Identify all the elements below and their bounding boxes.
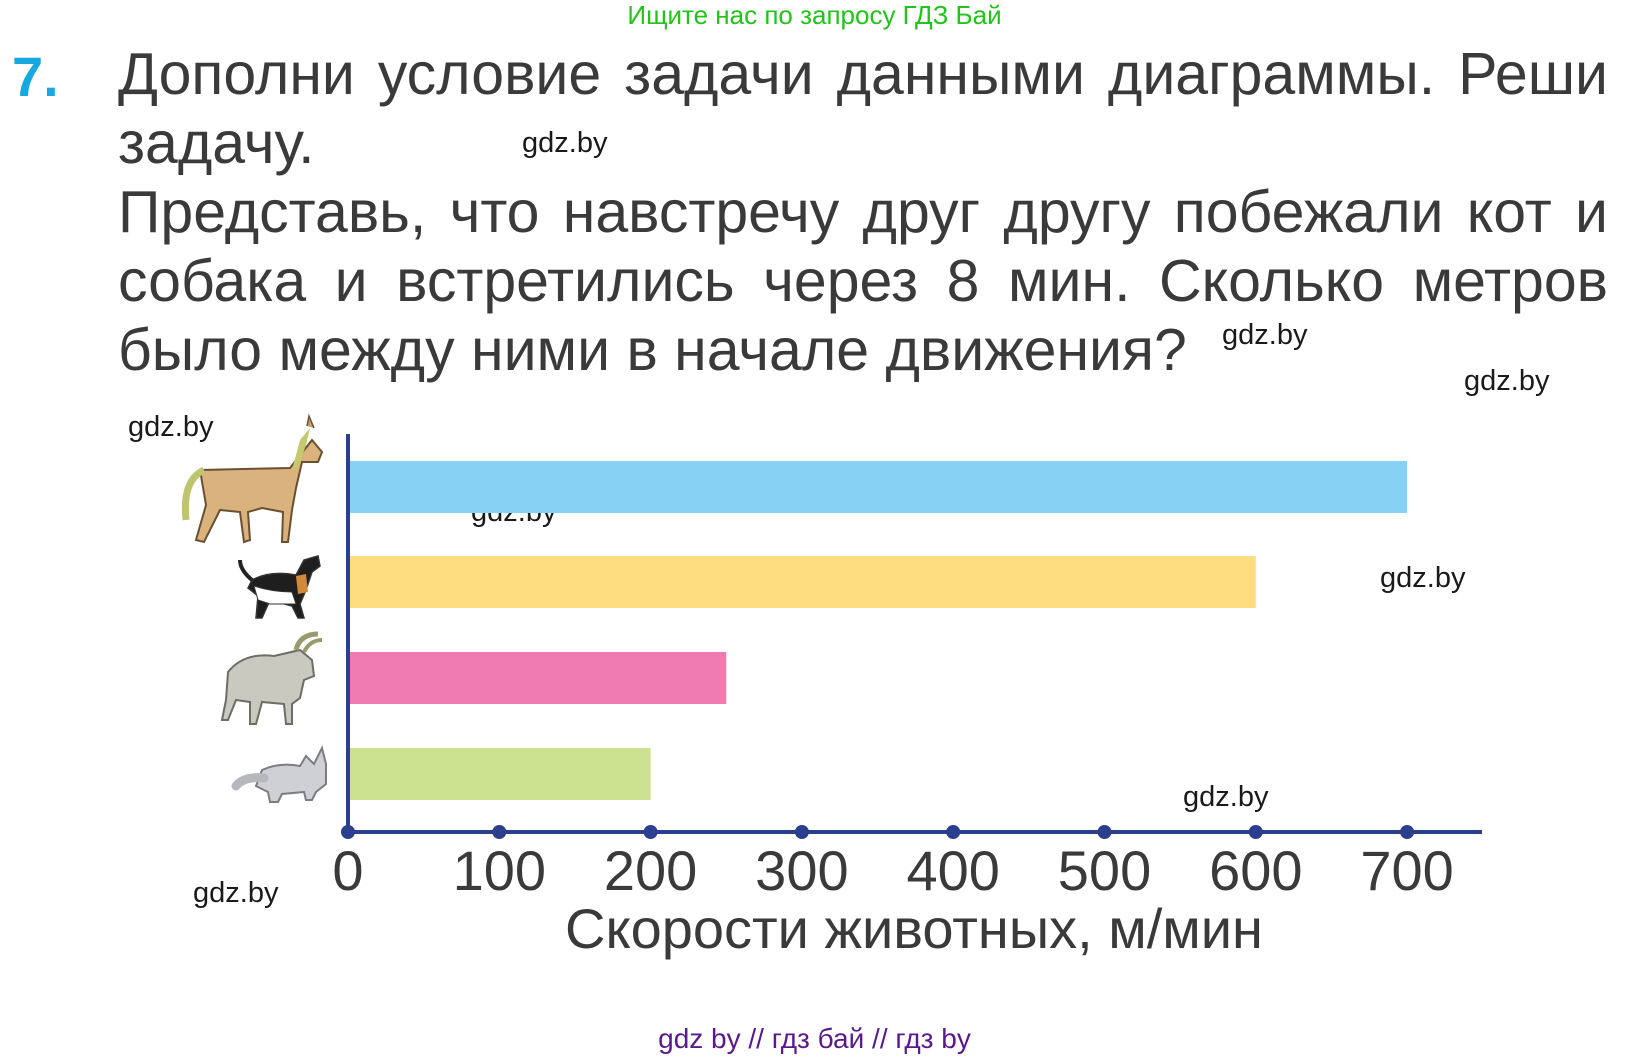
search-banner: Ищите нас по запросу ГДЗ Бай: [627, 0, 1002, 30]
x-axis-label: Скорости животных, м/мин: [565, 897, 1263, 960]
watermark: gdz.by: [1183, 781, 1269, 813]
watermark: gdz.by: [1222, 319, 1308, 351]
x-tick-label: 500: [1058, 839, 1151, 902]
x-tick-label: 300: [755, 839, 848, 902]
watermark: gdz.by: [522, 127, 608, 159]
x-tick-label: 700: [1360, 839, 1453, 902]
task-problem-text: Представь, что навстречу друг другу побе…: [118, 179, 1608, 383]
task-instruction-line-2: задачу.: [118, 110, 315, 176]
watermark: gdz.by: [1380, 562, 1466, 594]
cat-icon: [231, 745, 327, 803]
x-tick-label: 0: [332, 839, 363, 902]
watermark: gdz.by: [471, 496, 557, 528]
bar-dog: [348, 556, 1256, 608]
x-tick-label: 200: [604, 839, 697, 902]
animal-icons: [181, 413, 327, 803]
goat-icon: [220, 631, 323, 725]
x-tick-dot: [1248, 825, 1263, 839]
x-tick-label: 400: [906, 839, 999, 902]
x-tick-dot: [1097, 825, 1112, 839]
dog-icon: [238, 555, 321, 619]
watermark: gdz.by: [193, 877, 279, 909]
x-tick-dot: [341, 825, 355, 839]
x-tick-label: 600: [1209, 839, 1302, 902]
x-tick-label: 100: [453, 839, 546, 902]
footer-links: gdz by // гдз бай // гдз by: [658, 1023, 971, 1054]
task-number: 7.: [12, 45, 59, 108]
watermark: gdz.by: [128, 411, 214, 443]
x-tick-dot: [643, 825, 658, 839]
task-instruction-line-1: Дополни условие задачи данными диаграммы…: [118, 41, 1608, 107]
bar-goat: [348, 652, 727, 704]
x-tick-dot: [794, 825, 809, 839]
x-tick-dot: [946, 825, 961, 839]
bar-cat: [348, 748, 651, 800]
watermark: gdz.by: [1464, 365, 1550, 397]
x-tick-dot: [492, 825, 507, 839]
x-tick-dot: [1400, 825, 1415, 839]
